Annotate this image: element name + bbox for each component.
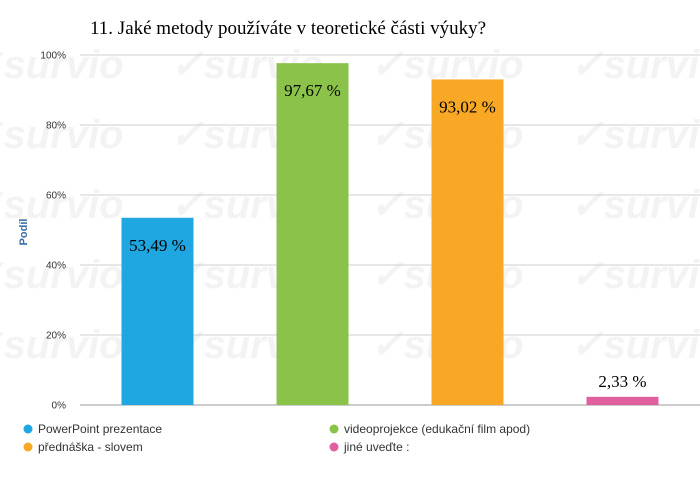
legend: PowerPoint prezentace videoprojekce (eduk… (23, 422, 530, 454)
legend-label: PowerPoint prezentace (38, 422, 162, 436)
y-tick-label: 80% (46, 121, 66, 132)
legend-marker (329, 424, 339, 434)
bar (276, 63, 349, 405)
legend-marker (329, 442, 339, 452)
data-label: 53,49 % (129, 236, 186, 255)
y-axis-label: Podíl (18, 219, 30, 246)
legend-label: přednáška - slovem (38, 440, 143, 454)
bar (121, 217, 194, 405)
watermark-text: ✓survio (0, 323, 124, 367)
legend-marker (23, 424, 33, 434)
watermark: ✓survio ✓survio ✓survio ✓survio ✓survio ✓surv… (0, 43, 700, 367)
y-tick-label: 0% (52, 401, 67, 412)
y-tick-label: 100% (40, 51, 66, 62)
bar (431, 79, 504, 406)
watermark-text: ✓survio (570, 323, 700, 367)
watermark-text: ✓survio (0, 183, 124, 227)
legend-label: videoprojekce (edukační film apod) (344, 422, 530, 436)
legend-label: jiné uveďte : (343, 440, 409, 454)
chart-title: 11. Jaké metody používáte v teoretické č… (90, 18, 486, 39)
bar (586, 396, 659, 405)
watermark-text: ✓survio (570, 253, 700, 297)
y-axis-ticks: 0% 20% 40% 60% 80% 100% (40, 51, 66, 412)
data-labels: 53,49 % 97,67 % 93,02 % 2,33 % (129, 81, 646, 391)
watermark-text: ✓survio (570, 113, 700, 157)
data-label: 2,33 % (598, 372, 646, 391)
data-label: 97,67 % (284, 81, 341, 100)
data-label: 93,02 % (439, 97, 496, 116)
watermark-text: ✓survio (0, 113, 124, 157)
y-tick-label: 20% (46, 331, 66, 342)
watermark-text: ✓survio (570, 43, 700, 87)
legend-marker (23, 442, 33, 452)
watermark-text: ✓survio (570, 183, 700, 227)
watermark-text: ✓survio (0, 43, 124, 87)
y-tick-label: 40% (46, 261, 66, 272)
y-tick-label: 60% (46, 191, 66, 202)
bars (121, 63, 659, 406)
watermark-text: ✓survio (0, 253, 124, 297)
